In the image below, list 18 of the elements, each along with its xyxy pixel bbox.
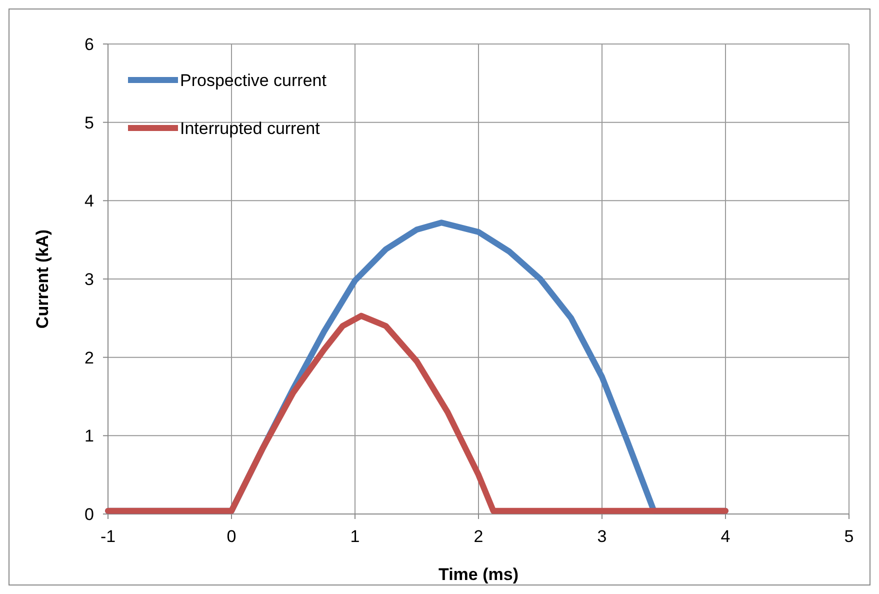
x-tick-label: -1: [100, 527, 116, 546]
y-tick-label: 6: [84, 35, 94, 54]
x-axis-title: Time (ms): [438, 565, 518, 584]
y-tick-label: 3: [84, 270, 94, 289]
x-tick-label: 2: [474, 527, 484, 546]
x-tick-label: 4: [720, 527, 730, 546]
x-tick-label: 3: [597, 527, 607, 546]
y-tick-label: 1: [84, 426, 94, 446]
y-tick-label: 4: [84, 192, 94, 211]
y-tick-label: 2: [84, 348, 94, 368]
x-tick-label: 1: [350, 527, 360, 546]
x-tick-label: 0: [226, 527, 236, 546]
x-tick-label: 5: [844, 527, 854, 546]
legend-label: Prospective current: [180, 71, 327, 90]
legend-label: Interrupted current: [180, 119, 320, 138]
y-axis-title: Current (kA): [33, 229, 52, 329]
y-tick-label: 5: [84, 113, 94, 132]
y-tick-label: 0: [84, 505, 94, 524]
